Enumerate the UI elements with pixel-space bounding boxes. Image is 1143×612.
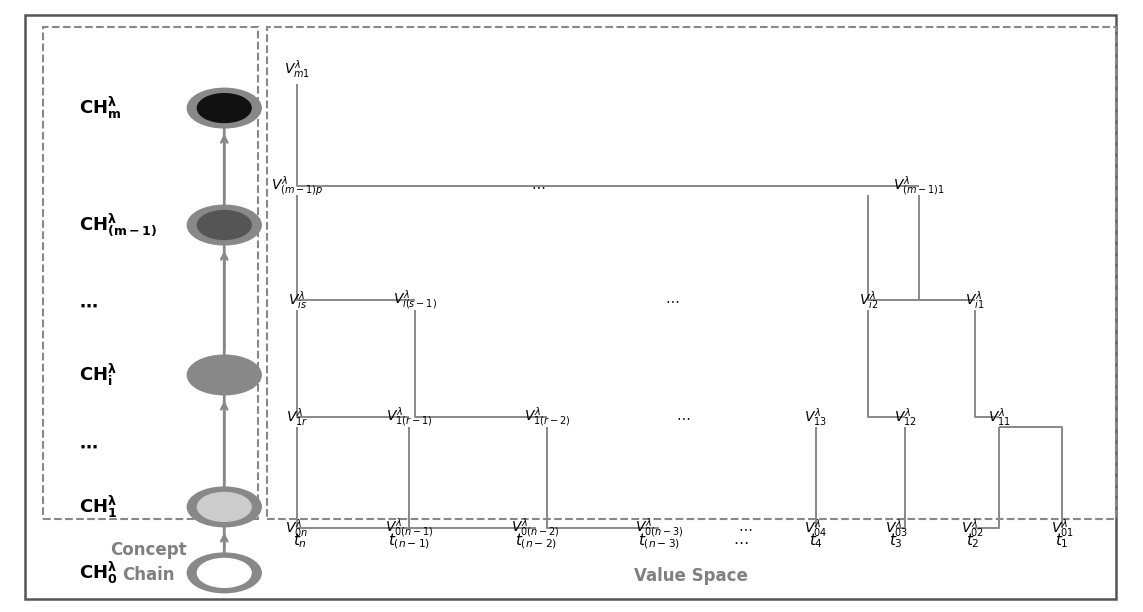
Text: $\mathbf{\cdots}$: $\mathbf{\cdots}$ [79,297,97,315]
Text: $t_{(n-3)}$: $t_{(n-3)}$ [638,531,680,551]
Circle shape [187,205,262,245]
Text: $V^{\lambda}_{04}$: $V^{\lambda}_{04}$ [804,517,828,539]
Text: $V^{\lambda}_{0(n-3)}$: $V^{\lambda}_{0(n-3)}$ [634,516,684,540]
Circle shape [187,487,262,527]
Bar [42,27,258,519]
Text: $V^{\lambda}_{0(n-2)}$: $V^{\lambda}_{0(n-2)}$ [511,516,560,540]
Text: $V^{\lambda}_{13}$: $V^{\lambda}_{13}$ [805,406,828,428]
Text: $V^{\lambda}_{1(r-2)}$: $V^{\lambda}_{1(r-2)}$ [523,405,570,428]
Text: $t_{(n-1)}$: $t_{(n-1)}$ [389,531,430,551]
Circle shape [187,553,262,592]
Text: $t_{2}$: $t_{2}$ [966,532,980,550]
Text: $\cdots$: $\cdots$ [530,179,545,193]
Text: $V^{\lambda}_{i2}$: $V^{\lambda}_{i2}$ [858,289,878,311]
Text: $\mathbf{\cdots}$: $\mathbf{\cdots}$ [79,438,97,456]
Circle shape [198,94,251,122]
Text: $t_{3}$: $t_{3}$ [889,532,903,550]
Text: $t_{4}$: $t_{4}$ [808,532,823,550]
Text: $V^{\lambda}_{i1}$: $V^{\lambda}_{i1}$ [965,289,984,311]
Text: $V^{\lambda}_{12}$: $V^{\lambda}_{12}$ [894,406,917,428]
Text: $V^{\lambda}_{11}$: $V^{\lambda}_{11}$ [988,406,1010,428]
Text: $V^{\lambda}_{(m-1)p}$: $V^{\lambda}_{(m-1)p}$ [271,174,323,198]
Text: $V^{\lambda}_{is}$: $V^{\lambda}_{is}$ [288,289,306,311]
Text: $\cdots$: $\cdots$ [677,410,690,424]
Text: $\cdots$: $\cdots$ [665,293,679,307]
Text: $\mathbf{CH^{\lambda}_{0}}$: $\mathbf{CH^{\lambda}_{0}}$ [79,560,118,586]
Circle shape [198,493,251,521]
Text: $V^{\lambda}_{(m-1)1}$: $V^{\lambda}_{(m-1)1}$ [893,174,944,198]
Text: $V^{\lambda}_{02}$: $V^{\lambda}_{02}$ [961,517,984,539]
Text: Concept
Chain: Concept Chain [110,541,186,584]
Text: $V^{\lambda}_{01}$: $V^{\lambda}_{01}$ [1050,517,1073,539]
Text: $V^{\lambda}_{m1}$: $V^{\lambda}_{m1}$ [283,58,310,80]
Text: $\cdots$: $\cdots$ [733,534,749,548]
Text: $V^{\lambda}_{0n}$: $V^{\lambda}_{0n}$ [286,517,309,539]
Text: $t_{n}$: $t_{n}$ [294,532,307,550]
Text: $V^{\lambda}_{i(s-1)}$: $V^{\lambda}_{i(s-1)}$ [393,288,437,312]
Circle shape [198,211,251,239]
Circle shape [198,559,251,588]
Circle shape [187,88,262,128]
Text: $V^{\lambda}_{0(n-1)}$: $V^{\lambda}_{0(n-1)}$ [385,516,433,540]
Bar [266,27,1116,519]
Text: $\mathbf{CH^{\lambda}_{(m-1)}}$: $\mathbf{CH^{\lambda}_{(m-1)}}$ [79,212,157,239]
Text: $V^{\lambda}_{1(r-1)}$: $V^{\lambda}_{1(r-1)}$ [386,405,432,428]
Circle shape [187,355,262,395]
Text: $\mathbf{CH^{\lambda}_{i}}$: $\mathbf{CH^{\lambda}_{i}}$ [79,362,117,388]
Text: $\cdots$: $\cdots$ [738,521,752,535]
Text: $\mathbf{CH^{\lambda}_{1}}$: $\mathbf{CH^{\lambda}_{1}}$ [79,494,117,520]
Text: $\mathbf{CH^{\lambda}_{m}}$: $\mathbf{CH^{\lambda}_{m}}$ [79,95,121,121]
Circle shape [198,360,251,389]
Text: $V^{\lambda}_{03}$: $V^{\lambda}_{03}$ [885,517,908,539]
Text: $t_{(n-2)}$: $t_{(n-2)}$ [514,531,557,551]
Text: $t_{1}$: $t_{1}$ [1055,532,1069,550]
Text: Value Space: Value Space [634,567,749,585]
Text: $V^{\lambda}_{1r}$: $V^{\lambda}_{1r}$ [286,406,309,428]
